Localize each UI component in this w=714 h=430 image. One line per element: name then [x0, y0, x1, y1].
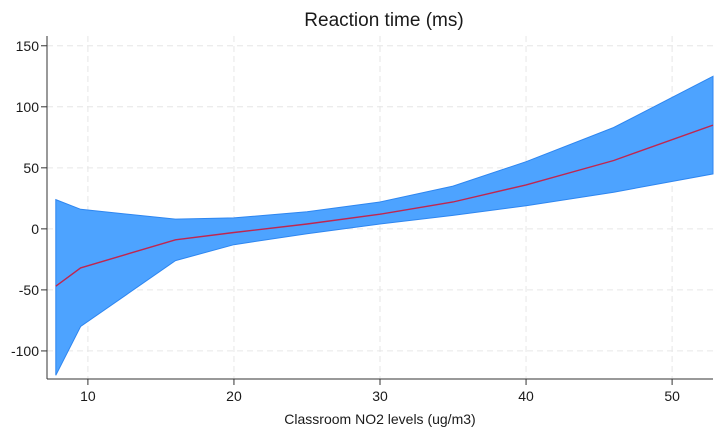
x-tick-label: 50	[664, 388, 680, 404]
x-tick-label: 10	[80, 388, 96, 404]
x-axis-label: Classroom NO2 levels (ug/m3)	[284, 411, 475, 427]
y-tick-label: 0	[31, 221, 39, 237]
y-tick-label: 100	[16, 99, 40, 115]
confidence-band	[55, 75, 714, 376]
x-tick-label: 40	[518, 388, 534, 404]
tick-labels: 150 100 50 0 -50 -100 10 20 30 40 50	[11, 38, 680, 404]
axes	[41, 36, 713, 385]
estimate-line	[55, 124, 714, 287]
estimate-line-path	[55, 124, 714, 287]
x-tick-label: 20	[226, 388, 242, 404]
y-tick-label: -100	[11, 343, 39, 359]
x-tick-label: 30	[372, 388, 388, 404]
chart-title: Reaction time (ms)	[304, 10, 463, 31]
y-tick-label: 150	[16, 38, 40, 54]
y-tick-label: 50	[23, 160, 39, 176]
confidence-band-area	[55, 75, 714, 376]
y-tick-label: -50	[19, 282, 39, 298]
